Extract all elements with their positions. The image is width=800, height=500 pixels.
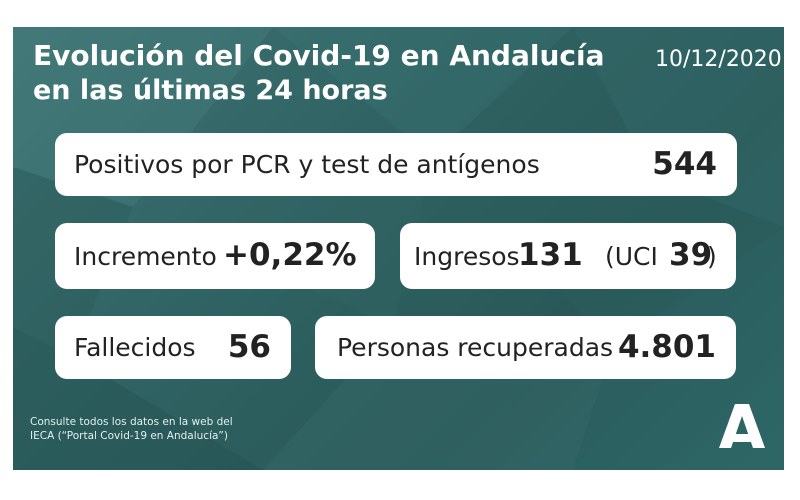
positivos-value: 544	[652, 146, 717, 182]
fallecidos-value: 56	[227, 329, 271, 365]
source-note-line2: IECA (“Portal Covid-19 en Andalucía”)	[30, 430, 228, 442]
page-subtitle: en las últimas 24 horas	[33, 75, 388, 106]
source-note: Consulte todos los datos en la web del I…	[30, 415, 233, 443]
recuperadas-label: Personas recuperadas	[337, 333, 614, 362]
uci-value: 39	[669, 237, 713, 273]
ingresos-value: 131	[518, 237, 583, 273]
card-fallecidos: Fallecidos 56	[55, 316, 291, 379]
infographic-panel: Evolución del Covid-19 en Andalucía en l…	[13, 27, 784, 470]
recuperadas-value: 4.801	[617, 329, 716, 365]
card-positivos: Positivos por PCR y test de antígenos 54…	[55, 133, 737, 196]
card-ingresos: Ingresos 131 (UCI 39 )	[400, 223, 736, 289]
source-note-line1: Consulte todos los datos en la web del	[30, 416, 233, 428]
incremento-value: +0,22%	[223, 237, 357, 273]
uci-label: (UCI	[605, 242, 658, 271]
uci-close: )	[707, 242, 717, 271]
page-title: Evolución del Covid-19 en Andalucía	[33, 39, 605, 72]
report-date: 10/12/2020	[655, 47, 782, 72]
card-incremento: Incremento +0,22%	[55, 223, 375, 289]
positivos-label: Positivos por PCR y test de antígenos	[74, 150, 540, 179]
card-recuperadas: Personas recuperadas 4.801	[315, 316, 736, 379]
fallecidos-label: Fallecidos	[74, 333, 196, 362]
ingresos-label: Ingresos	[414, 242, 520, 271]
incremento-label: Incremento	[74, 242, 217, 271]
junta-de-andalucia-logo-icon	[719, 404, 765, 448]
